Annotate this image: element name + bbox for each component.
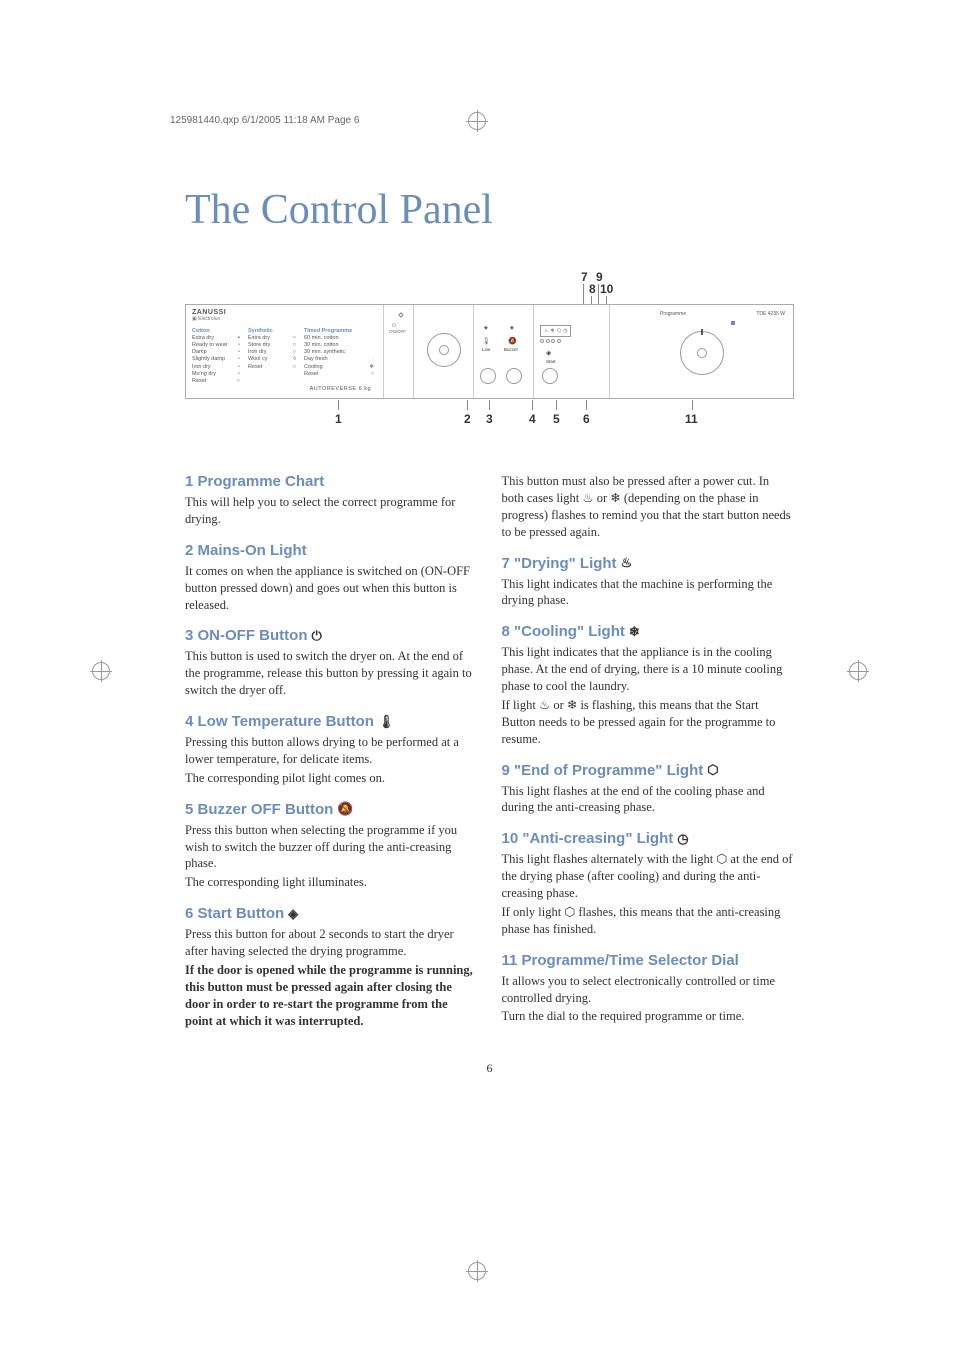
para: Pressing this button allows drying to be… [185,734,478,768]
end-programme-icon: ⬡ [707,762,718,778]
brand-label: ZANUSSI [192,309,377,316]
heading-2: 2 Mains-On Light [185,542,478,559]
diagram-label-3: 3 [486,412,493,426]
cotton-head: Cotton [192,328,240,334]
page-number: 6 [185,1061,794,1076]
diagram-label-10: 10 [600,282,613,296]
para: Press this button for about 2 seconds to… [185,926,478,960]
synthetic-head: Synthetic [248,328,296,334]
cotton-list: Extra dry▪ Ready to wear▫ Damp▫ Slightly… [192,335,240,385]
diagram-label-11: 11 [685,412,698,426]
heading-9: 9 "End of Programme" Light ⬡ [502,762,795,779]
para: Turn the dial to the required programme … [502,1008,795,1025]
start-icon: ◈ [288,906,298,922]
heading-6: 6 Start Button ◈ [185,905,478,922]
registration-mark-top [466,110,488,132]
registration-mark-bottom [466,1260,488,1282]
right-column: This button must also be pressed after a… [502,459,795,1031]
programme-label: Programme [660,311,686,317]
para: The corresponding light illuminates. [185,874,478,891]
page-title: The Control Panel [185,186,794,234]
heading-1: 1 Programme Chart [185,473,478,490]
heading-8: 8 "Cooling" Light ❄ [502,623,795,640]
heading-10: 10 "Anti-creasing" Light ◷ [502,830,795,847]
registration-mark-right [847,660,869,682]
para: It comes on when the appliance is switch… [185,563,478,614]
diagram-label-6: 6 [583,412,590,426]
autoreverse-label: AUTOREVERSE 6 kg [310,386,371,392]
power-icon: ⏻ [311,628,321,644]
control-panel-diagram: 7 8 9 10 ZANUSSI ▣ Electrolux Cotton Ext… [185,264,794,439]
para: This light flashes alternately with the … [502,851,795,902]
para: If only light ⬡ flashes, this means that… [502,904,795,938]
selector-dial-2 [680,331,724,375]
para: This will help you to select the correct… [185,494,478,528]
para: It allows you to select electronically c… [502,973,795,1007]
timed-list: 60 min. cotton 30 min. cotton 30 min. sy… [304,335,374,378]
para: This button must also be pressed after a… [502,473,795,541]
para: This light flashes at the end of the coo… [502,783,795,817]
start-button-icon [542,368,558,384]
para: If light ♨ or ❄ is flashing, this means … [502,697,795,748]
low-label: Low [482,347,490,352]
low-temp-button-icon [480,368,496,384]
left-column: 1 Programme Chart This will help you to … [185,459,478,1031]
diagram-label-4: 4 [529,412,536,426]
para: Press this button when selecting the pro… [185,822,478,873]
para: This light indicates that the machine is… [502,576,795,610]
print-header: 125981440.qxp 6/1/2005 11:18 AM Page 6 [0,0,954,126]
selector-dial-1 [427,333,461,367]
diagram-label-7: 7 [581,270,588,284]
para-bold: If the door is opened while the programm… [185,962,478,1030]
model-label: TDE 4235 W [756,311,785,317]
anti-creasing-icon: ◷ [677,831,688,847]
drying-icon: ♨ [621,555,633,571]
onoff-label: ON/OFF [389,329,406,334]
para: This light indicates that the appliance … [502,644,795,695]
para: This button is used to switch the dryer … [185,648,478,699]
thermometer-icon: 🌡 [378,714,395,730]
heading-4: 4 Low Temperature Button 🌡 [185,713,478,730]
diagram-label-8: 8 [589,282,596,296]
buzzer-button-icon [506,368,522,384]
diagram-label-2: 2 [464,412,471,426]
buzzer-off-icon: 🔕 [337,801,353,817]
start-label: Start [546,359,556,364]
diagram-label-5: 5 [553,412,560,426]
panel-illustration: ZANUSSI ▣ Electrolux Cotton Extra dry▪ R… [185,304,794,399]
timed-head: Timed Programme [304,328,374,334]
phase-lights: ♨❄⬡◷ [540,325,571,337]
heading-5: 5 Buzzer OFF Button 🔕 [185,801,478,818]
diagram-label-1: 1 [335,412,342,426]
synthetic-list: Extra dry○ Store dry○ Iron dry○ Wool cy◊… [248,335,296,371]
registration-mark-left [90,660,112,682]
para: The corresponding pilot light comes on. [185,770,478,787]
heading-7: 7 "Drying" Light ♨ [502,555,795,572]
heading-3: 3 ON-OFF Button ⏻ [185,627,478,644]
cooling-icon: ❄ [629,624,640,640]
phase-dots [540,339,561,345]
heading-11: 11 Programme/Time Selector Dial [502,952,795,969]
buzzer-label: Buzzer [504,347,518,352]
